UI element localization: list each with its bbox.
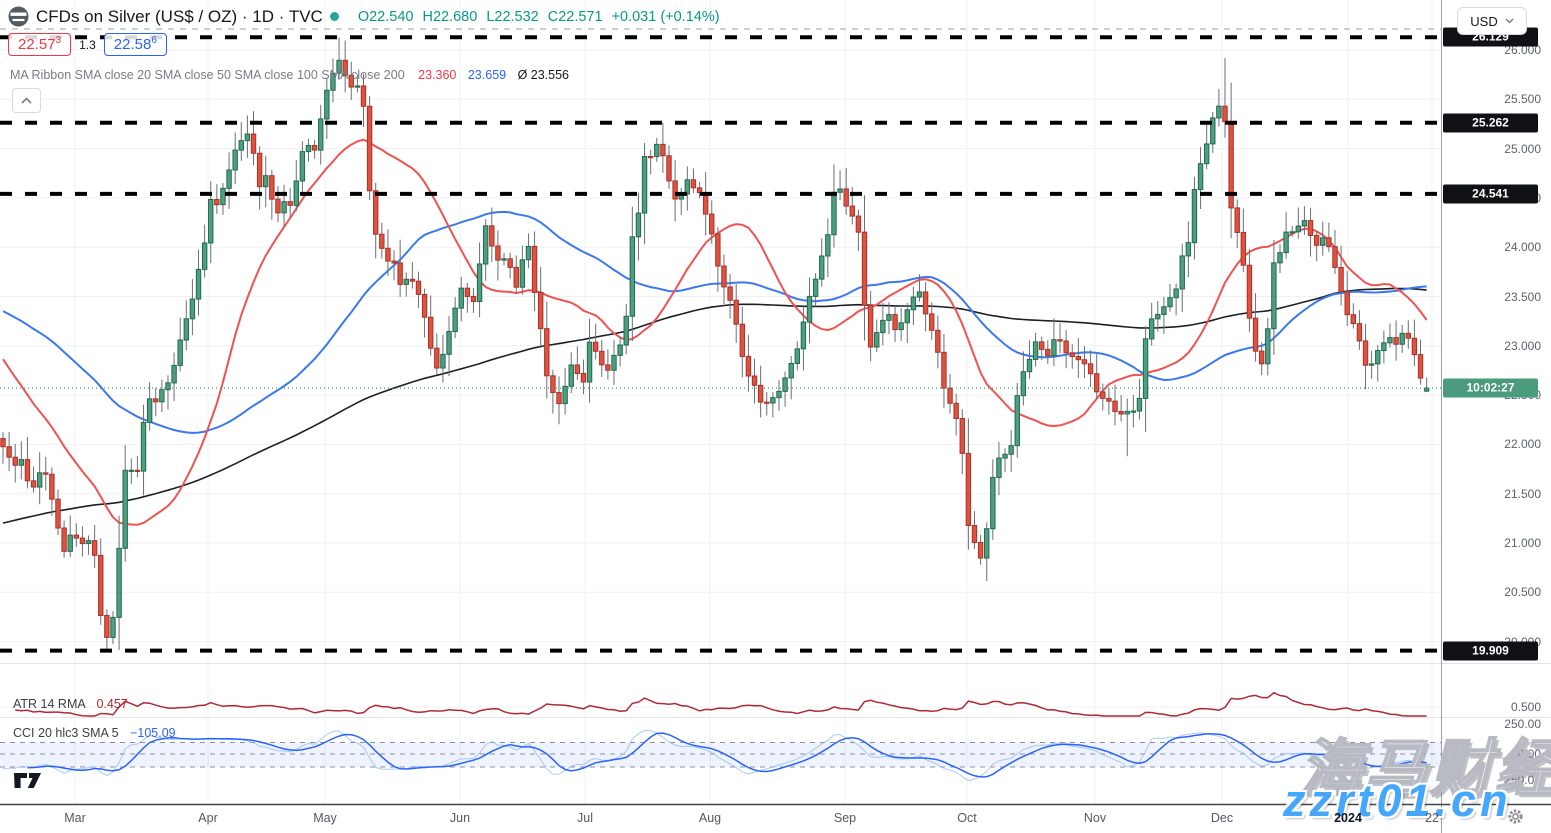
time-axis-label: Oct: [957, 811, 977, 825]
time-axis-label: Apr: [198, 811, 218, 825]
symbol-header: CFDs on Silver (US$ / OZ) · 1D · TVC O22…: [8, 6, 720, 27]
spread-value: 1.3: [79, 37, 96, 52]
ma-ribbon-legend[interactable]: MA Ribbon SMA close 20 SMA close 50 SMA …: [10, 68, 569, 82]
sell-button[interactable]: 22.573: [8, 33, 72, 56]
time-axis-label: Jul: [577, 811, 593, 825]
atr-legend[interactable]: ATR 14 RMA 0.457: [13, 697, 128, 711]
cci-value: −105.09: [130, 726, 176, 740]
watermark-site: zzrt01.cn: [1283, 775, 1512, 826]
time-axis-label: Jun: [449, 811, 471, 825]
time-axis-label: 2024: [1334, 811, 1362, 825]
ma-ribbon-value-2: 23.659: [467, 68, 507, 82]
time-axis-label: Sep: [833, 811, 857, 825]
low-value: L22.532: [486, 8, 539, 25]
gear-icon: [1508, 809, 1523, 824]
price-tick-label: 22.000: [1504, 437, 1541, 452]
buy-button[interactable]: 22.586: [103, 33, 167, 56]
time-axis-label: Mar: [64, 811, 86, 825]
time-axis-label: Nov: [1083, 811, 1107, 825]
high-value: H22.680: [422, 8, 478, 25]
countdown-badge: 10:02:27: [1443, 378, 1538, 398]
time-axis-label: Aug: [698, 811, 722, 825]
watermark-chinese: 海马财经: [1299, 734, 1551, 805]
ma-ribbon-average: Ø 23.556: [517, 68, 570, 82]
time-axis-label: May: [313, 811, 337, 825]
timezone-settings-button[interactable]: [1507, 808, 1524, 830]
price-tick-label: 20.500: [1504, 585, 1541, 600]
atr-label: ATR 14 RMA: [13, 697, 86, 711]
time-axis-label: 22: [1425, 811, 1439, 825]
cci-label: CCI 20 hlc3 SMA 5: [13, 726, 119, 740]
time-axis-label: Dec: [1210, 811, 1234, 825]
cci-axis-label-top[interactable]: 250.00: [1504, 717, 1541, 731]
price-tick-label: 25.000: [1504, 141, 1541, 156]
price-level-badge: 24.541: [1443, 184, 1538, 204]
bid-ask-row: 22.573 1.3 22.586: [8, 33, 167, 56]
atr-axis-label[interactable]: 0.500: [1510, 700, 1541, 714]
ohlc-readout: O22.540 H22.680 L22.532 C22.571 +0.031 (…: [358, 9, 720, 25]
atr-value: 0.457: [96, 697, 128, 711]
open-value: O22.540: [357, 8, 414, 25]
cci-axis-label-mid[interactable]: 0.00: [1517, 747, 1541, 761]
change-value: +0.031 (+0.14%): [611, 8, 720, 25]
chevron-up-icon: [21, 97, 32, 104]
symbol-title[interactable]: CFDs on Silver (US$ / OZ) · 1D · TVC: [36, 6, 323, 26]
chevron-down-icon: [1505, 18, 1514, 24]
ma-ribbon-value-1: 23.360: [418, 68, 457, 82]
tradingview-logo-icon: [14, 773, 41, 788]
collapse-legend-button[interactable]: [12, 88, 41, 113]
tradingview-logo[interactable]: [13, 772, 43, 794]
close-value: C22.571: [547, 8, 603, 25]
symbol-logo-icon: [8, 6, 29, 27]
price-tick-label: 23.000: [1504, 338, 1541, 353]
price-level-badge: 25.262: [1443, 113, 1538, 133]
bid-sup: 3: [55, 35, 62, 46]
price-tick-label: 25.500: [1504, 92, 1541, 107]
price-tick-label: 21.500: [1504, 486, 1541, 501]
currency-dropdown[interactable]: USD: [1457, 7, 1527, 35]
cci-axis-label-bot[interactable]: −250.00: [1497, 773, 1541, 787]
price-tick-label: 24.000: [1504, 240, 1541, 255]
price-level-badge: 19.909: [1443, 641, 1538, 661]
currency-label: USD: [1470, 13, 1498, 29]
market-status-dot-icon: [329, 12, 339, 21]
ask-sup: 6: [151, 35, 157, 46]
price-tick-label: 21.000: [1504, 536, 1541, 550]
price-tick-label: 23.500: [1504, 289, 1541, 304]
ma-ribbon-label: MA Ribbon SMA close 20 SMA close 50 SMA …: [10, 68, 405, 82]
cci-legend[interactable]: CCI 20 hlc3 SMA 5 −105.09: [13, 726, 176, 740]
